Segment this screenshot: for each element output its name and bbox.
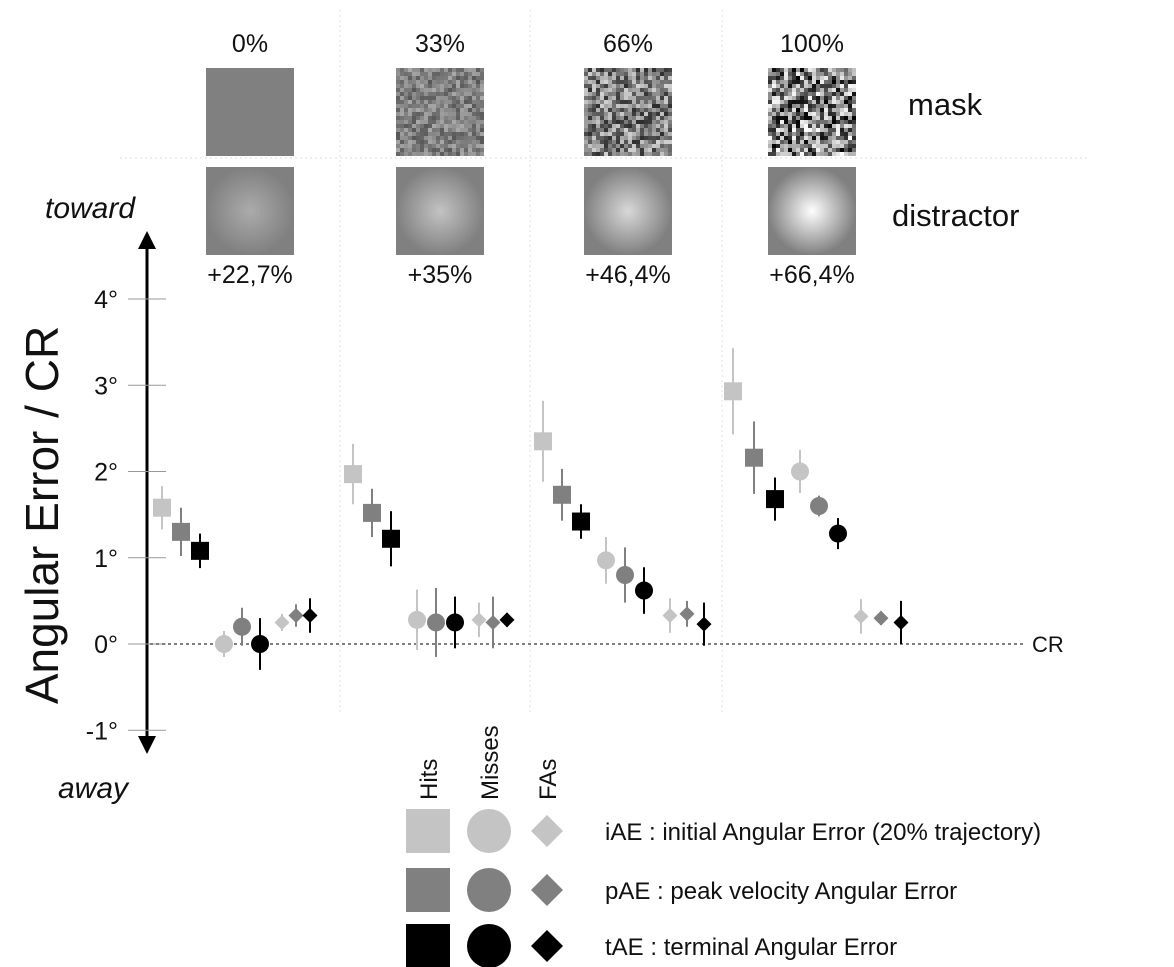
data-point-misses-iae bbox=[408, 610, 426, 629]
data-point-fas-tae bbox=[696, 616, 712, 632]
data-point-hits-tae bbox=[572, 512, 590, 531]
data-point-hits-iae bbox=[534, 432, 552, 451]
y-tick-label: 1° bbox=[94, 545, 118, 573]
y-tick-label: 2° bbox=[94, 459, 118, 487]
y-bottom-label: away bbox=[58, 772, 130, 805]
data-point-misses-iae bbox=[791, 462, 809, 481]
data-point-fas-tae bbox=[893, 614, 909, 630]
data-point-fas-pae bbox=[679, 606, 695, 622]
data-point-misses-tae bbox=[446, 613, 464, 632]
mask-level-label: 0% bbox=[232, 30, 268, 58]
data-point-fas-tae bbox=[499, 612, 515, 628]
legend-hits-pae-marker bbox=[406, 868, 450, 912]
legend-outcome-label: Misses bbox=[477, 725, 504, 800]
data-point-hits-tae bbox=[382, 529, 400, 548]
data-point-fas-pae bbox=[288, 608, 304, 624]
legend-hits-tae-marker bbox=[406, 924, 450, 967]
data-point-hits-pae bbox=[363, 503, 381, 522]
legend-measure-label: iAE : initial Angular Error (20% traject… bbox=[605, 819, 1041, 846]
distractor-level-label: +66,4% bbox=[769, 261, 855, 289]
mask-stimulus bbox=[768, 68, 856, 156]
data-point-misses-tae bbox=[251, 635, 269, 653]
legend-measure-label: pAE : peak velocity Angular Error bbox=[605, 878, 957, 905]
distractor-level-label: +46,4% bbox=[585, 261, 671, 289]
data-point-hits-iae bbox=[344, 465, 362, 484]
cr-reference-label: CR bbox=[1032, 632, 1064, 657]
data-point-fas-iae bbox=[662, 608, 678, 624]
legend-misses-iae-marker bbox=[467, 809, 511, 853]
y-axis-label: Angular Error / CR bbox=[16, 326, 68, 704]
mask-stimulus bbox=[584, 68, 672, 156]
mask-stimulus bbox=[206, 68, 294, 156]
data-point-misses-iae bbox=[215, 635, 233, 653]
data-point-fas-iae bbox=[853, 608, 869, 624]
y-tick-label: 4° bbox=[94, 286, 118, 314]
data-point-hits-iae bbox=[724, 382, 742, 401]
data-point-misses-pae bbox=[233, 617, 251, 636]
data-point-misses-pae bbox=[616, 566, 634, 584]
stimulus-panel: 0% +22,7% 33% +35% 66% +46,4% 100% +66,4% bbox=[206, 30, 856, 289]
data-point-misses-iae bbox=[597, 551, 615, 570]
data-point-hits-tae bbox=[766, 490, 784, 509]
data-point-hits-pae bbox=[745, 448, 763, 467]
legend-misses-tae-marker bbox=[467, 924, 511, 967]
legend-fas-iae-marker bbox=[531, 815, 563, 847]
data-point-misses-pae bbox=[810, 497, 828, 515]
distractor-level-label: +35% bbox=[408, 261, 473, 289]
distractor-row-label: distractor bbox=[892, 198, 1019, 233]
distractor-stimulus bbox=[396, 167, 484, 255]
y-tick-label: 3° bbox=[94, 372, 118, 400]
data-point-fas-pae bbox=[873, 610, 889, 626]
data-point-fas-tae bbox=[302, 608, 318, 624]
legend-fas-tae-marker bbox=[531, 930, 563, 962]
data-point-misses-pae bbox=[427, 613, 445, 632]
plot-area bbox=[153, 348, 909, 670]
legend-measure-label: tAE : terminal Angular Error bbox=[605, 934, 897, 961]
distractor-level-label: +22,7% bbox=[207, 261, 293, 289]
legend-hits-iae-marker bbox=[406, 809, 450, 853]
y-top-label: toward bbox=[45, 192, 136, 225]
mask-row-label: mask bbox=[908, 87, 983, 122]
legend-fas-pae-marker bbox=[531, 874, 563, 906]
data-point-misses-tae bbox=[829, 524, 847, 543]
y-tick-label: -1° bbox=[86, 717, 118, 745]
data-point-fas-iae bbox=[471, 612, 487, 628]
data-point-hits-pae bbox=[553, 485, 571, 504]
mask-level-label: 33% bbox=[415, 30, 465, 58]
mask-level-label: 100% bbox=[780, 30, 844, 58]
legend-misses-pae-marker bbox=[467, 868, 511, 912]
data-point-hits-tae bbox=[191, 541, 209, 560]
legend: Hits Misses FAs iAE : initial Angular Error… bbox=[406, 725, 1041, 967]
distractor-stimulus bbox=[584, 167, 672, 255]
data-point-hits-pae bbox=[172, 522, 190, 541]
distractor-stimulus bbox=[206, 167, 294, 255]
y-ticks: 4° 3° 2° 1° 0° -1° bbox=[86, 286, 166, 745]
legend-outcome-label: FAs bbox=[535, 759, 562, 800]
data-point-hits-iae bbox=[153, 498, 171, 517]
legend-outcome-label: Hits bbox=[416, 759, 443, 800]
data-point-fas-pae bbox=[485, 614, 501, 630]
data-point-fas-iae bbox=[274, 614, 290, 630]
y-tick-label: 0° bbox=[94, 631, 118, 659]
mask-stimulus bbox=[396, 68, 484, 156]
distractor-stimulus bbox=[768, 167, 856, 255]
column-separators bbox=[339, 10, 723, 712]
mask-level-label: 66% bbox=[603, 30, 653, 58]
data-point-misses-tae bbox=[635, 581, 653, 600]
